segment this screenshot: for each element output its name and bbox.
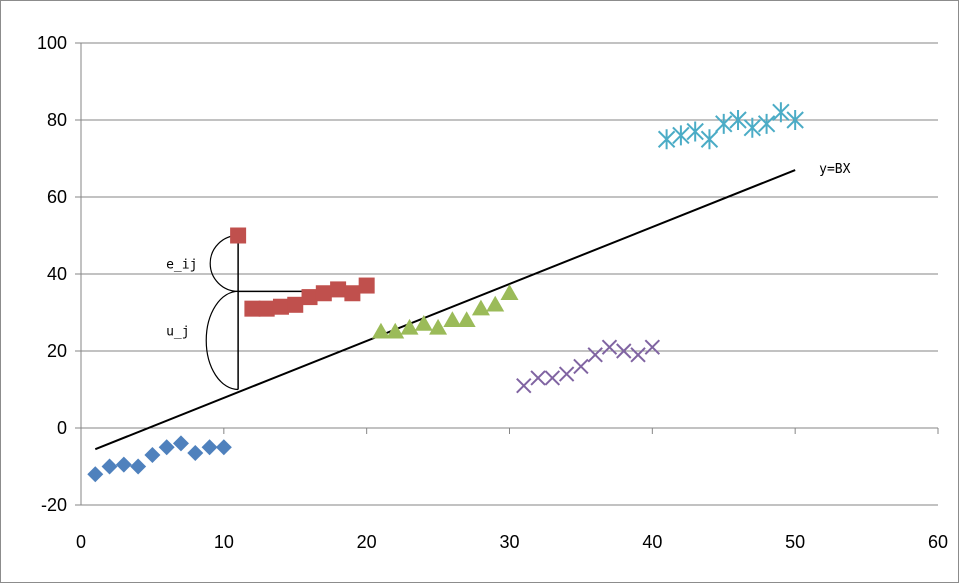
data-point xyxy=(215,439,232,456)
data-point xyxy=(87,466,104,483)
y-tick-label: -20 xyxy=(41,495,67,515)
data-point xyxy=(743,117,762,138)
data-point xyxy=(315,285,332,302)
data-point xyxy=(158,439,175,456)
data-point xyxy=(230,227,247,244)
data-point xyxy=(644,339,661,355)
data-point xyxy=(301,289,318,306)
data-point xyxy=(330,281,347,298)
data-point xyxy=(573,358,589,375)
data-point xyxy=(172,435,189,452)
data-series xyxy=(87,102,804,483)
data-point xyxy=(686,121,704,142)
data-point xyxy=(729,110,747,130)
data-point xyxy=(386,322,405,339)
data-point xyxy=(371,322,390,339)
data-point xyxy=(443,311,462,327)
data-point xyxy=(244,300,261,317)
data-point xyxy=(400,318,419,335)
data-point xyxy=(287,296,304,313)
data-point xyxy=(530,370,546,386)
y-tick-label: 60 xyxy=(47,187,67,207)
data-point xyxy=(471,299,490,316)
u-brace xyxy=(205,290,239,391)
y-tick-label: 80 xyxy=(47,110,67,130)
data-point xyxy=(144,446,161,463)
data-point xyxy=(630,347,646,363)
data-point xyxy=(657,129,676,150)
data-point xyxy=(715,113,733,134)
y-tick-label: 100 xyxy=(37,33,67,53)
u-label: u_j xyxy=(166,324,189,339)
series-5 xyxy=(657,102,804,150)
x-tick-label: 50 xyxy=(785,532,805,552)
data-point xyxy=(672,125,690,146)
data-point xyxy=(772,102,790,123)
data-point xyxy=(414,315,433,331)
series-4 xyxy=(516,339,661,394)
gridlines xyxy=(81,42,938,506)
data-point xyxy=(616,343,632,359)
e-brace xyxy=(209,234,239,292)
data-point xyxy=(429,318,448,335)
axes xyxy=(75,42,939,506)
data-point xyxy=(558,366,575,382)
y-tick-label: 40 xyxy=(47,264,67,284)
data-point xyxy=(601,339,618,355)
data-point xyxy=(457,311,476,327)
data-point xyxy=(700,129,719,150)
regression-line-group: y=BX xyxy=(94,162,851,451)
data-point xyxy=(544,370,561,386)
data-point xyxy=(500,284,519,300)
series-1 xyxy=(87,435,232,483)
data-point xyxy=(130,458,147,475)
tick-labels: -20 0 20 40 60 80 100 0 10 20 30 40 50 60 xyxy=(37,33,948,552)
series-3 xyxy=(371,284,519,339)
data-point xyxy=(358,277,375,294)
x-tick-label: 20 xyxy=(357,532,377,552)
y-tick-label: 20 xyxy=(47,341,67,361)
data-point xyxy=(757,113,776,134)
y-tick-label: 0 xyxy=(57,418,67,438)
x-tick-label: 30 xyxy=(499,532,519,552)
data-point xyxy=(101,458,118,475)
x-tick-label: 0 xyxy=(76,532,86,552)
data-point xyxy=(201,439,218,456)
annotations: e_ij u_j xyxy=(166,234,374,391)
data-point xyxy=(486,295,505,312)
data-point xyxy=(516,377,532,394)
data-point xyxy=(587,347,603,363)
x-tick-label: 10 xyxy=(214,532,234,552)
data-point xyxy=(272,298,289,315)
data-point xyxy=(344,285,361,302)
data-point xyxy=(786,110,804,130)
e-label: e_ij xyxy=(166,257,197,272)
regression-line xyxy=(94,169,796,451)
series-2 xyxy=(230,227,375,317)
data-point xyxy=(187,445,204,462)
x-tick-label: 40 xyxy=(642,532,662,552)
data-point xyxy=(258,300,275,317)
data-point xyxy=(115,456,132,473)
regression-line-label: y=BX xyxy=(819,162,850,177)
x-tick-label: 60 xyxy=(928,532,948,552)
